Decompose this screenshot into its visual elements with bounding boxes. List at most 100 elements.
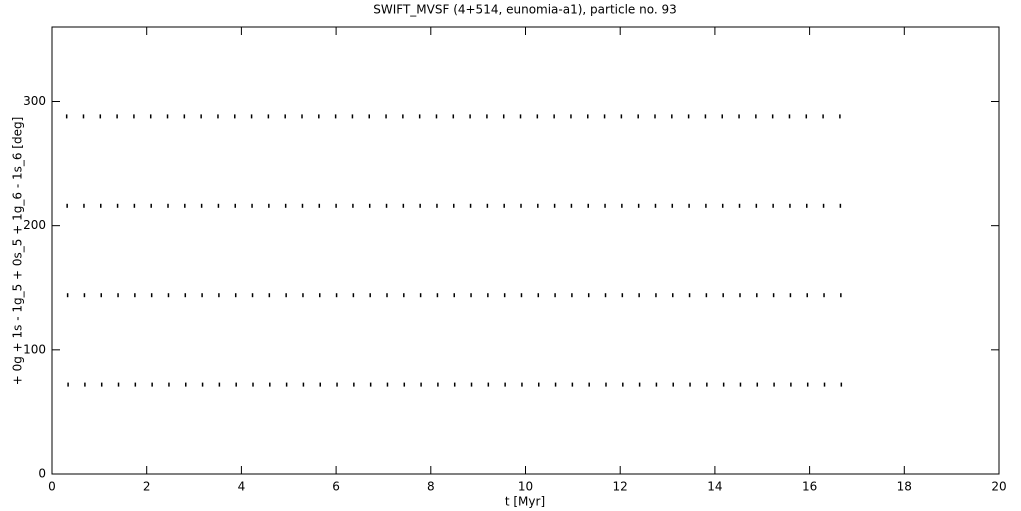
point — [739, 382, 742, 387]
point — [521, 382, 523, 387]
point — [839, 114, 841, 119]
point — [67, 382, 69, 387]
point — [722, 382, 725, 387]
point — [706, 382, 708, 387]
point — [553, 203, 556, 208]
point — [252, 382, 254, 387]
point — [185, 382, 187, 387]
point — [755, 203, 758, 208]
point — [319, 293, 321, 298]
x-tick-label: 0 — [48, 480, 56, 494]
x-tick-label: 16 — [802, 480, 817, 494]
x-tick-label: 12 — [613, 480, 628, 494]
point — [151, 382, 153, 387]
point — [789, 203, 791, 208]
point — [773, 382, 775, 387]
point — [755, 114, 757, 119]
point — [638, 293, 640, 298]
point — [100, 293, 102, 298]
point — [335, 203, 337, 208]
point — [605, 382, 607, 387]
point — [420, 382, 422, 387]
point — [200, 114, 202, 119]
point — [822, 203, 825, 208]
point — [84, 382, 86, 387]
point — [116, 114, 118, 119]
point — [351, 114, 354, 119]
point — [470, 382, 473, 387]
point — [133, 114, 135, 119]
point — [82, 114, 85, 119]
point — [571, 293, 573, 298]
point — [823, 382, 826, 387]
x-tick-label: 18 — [897, 480, 912, 494]
point — [352, 203, 354, 208]
point — [402, 203, 405, 208]
point — [721, 114, 723, 119]
plot-frame — [51, 26, 1000, 475]
point — [353, 382, 355, 387]
point — [167, 203, 169, 208]
point — [334, 114, 337, 119]
point — [268, 203, 270, 208]
point — [385, 114, 387, 119]
point — [302, 293, 304, 298]
point — [688, 293, 691, 298]
point — [504, 382, 506, 387]
point — [672, 382, 674, 387]
point — [336, 382, 338, 387]
point — [149, 114, 152, 119]
point — [502, 114, 505, 119]
point — [452, 114, 455, 119]
point — [840, 382, 843, 387]
point — [620, 114, 623, 119]
point — [587, 114, 589, 119]
point — [403, 293, 405, 298]
point — [470, 293, 472, 298]
point — [250, 114, 253, 119]
point — [486, 203, 489, 208]
point — [234, 203, 236, 208]
point — [486, 114, 488, 119]
point — [721, 203, 724, 208]
point — [520, 203, 522, 208]
point — [218, 382, 221, 387]
point — [184, 203, 186, 208]
chart-title: SWIFT_MVSF (4+514, eunomia-a1), particle… — [373, 3, 677, 17]
point — [386, 293, 388, 298]
point — [705, 203, 707, 208]
point — [554, 293, 556, 298]
point — [790, 382, 792, 387]
point — [402, 114, 404, 119]
point — [134, 382, 137, 387]
point — [166, 114, 169, 119]
point — [537, 203, 539, 208]
point — [469, 114, 471, 119]
point — [806, 293, 808, 298]
point — [83, 203, 85, 208]
point — [805, 114, 808, 119]
point — [134, 293, 136, 298]
point — [419, 203, 421, 208]
point — [117, 293, 119, 298]
x-tick-label: 6 — [332, 480, 340, 494]
point — [788, 114, 791, 119]
point — [234, 114, 236, 119]
point — [150, 293, 153, 298]
x-tick-label: 4 — [238, 480, 246, 494]
point — [603, 114, 606, 119]
point — [722, 293, 724, 298]
point — [453, 203, 455, 208]
point — [368, 203, 371, 208]
point — [622, 382, 624, 387]
point — [201, 382, 204, 387]
point — [251, 293, 254, 298]
point — [453, 293, 455, 298]
point — [217, 114, 219, 119]
point — [150, 203, 152, 208]
point — [302, 382, 305, 387]
point — [519, 114, 522, 119]
point — [66, 293, 69, 298]
y-tick-label: 300 — [23, 94, 46, 108]
point — [335, 293, 338, 298]
